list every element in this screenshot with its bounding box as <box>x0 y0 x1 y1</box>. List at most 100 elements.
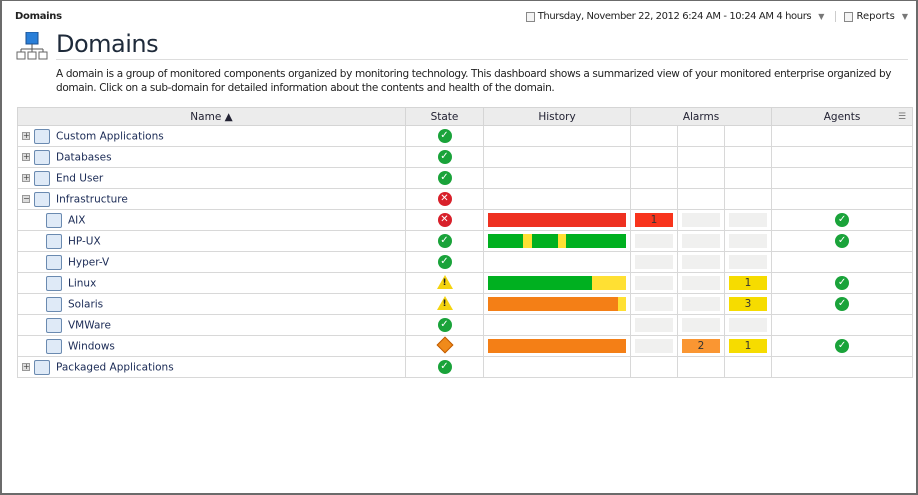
table-row[interactable]: VMWare ✓ <box>17 314 914 336</box>
history-bar <box>488 276 626 290</box>
column-options-icon[interactable]: ☰ <box>897 112 907 122</box>
alarm-count[interactable] <box>682 213 720 227</box>
history-bar <box>488 234 626 248</box>
name-cell[interactable]: Solaris <box>17 293 406 315</box>
domain-name[interactable]: Windows <box>68 340 115 352</box>
agent-ok-icon[interactable]: ✓ <box>835 297 850 311</box>
table-row[interactable]: + Custom Applications ✓ <box>17 125 914 147</box>
state-cell: ✓ <box>405 356 484 378</box>
agent-ok-icon[interactable]: ✓ <box>835 276 850 290</box>
history-cell <box>483 251 631 273</box>
clock-icon <box>525 11 535 22</box>
alarm-count[interactable] <box>682 234 720 248</box>
domain-name[interactable]: End User <box>56 172 104 184</box>
packaged-app-icon <box>34 359 50 375</box>
alarm-count[interactable] <box>682 276 720 290</box>
user-icon <box>34 170 50 186</box>
domain-name[interactable]: Infrastructure <box>56 193 128 205</box>
time-range-label: Thursday, November 22, 2012 6:24 AM - 10… <box>537 11 812 22</box>
name-cell[interactable]: VMWare <box>17 314 406 336</box>
domain-name[interactable]: AIX <box>68 214 86 226</box>
table-row[interactable]: + Packaged Applications ✓ <box>17 356 914 378</box>
history-bar <box>488 150 626 164</box>
alarm-cell: 2 <box>677 335 725 357</box>
agent-ok-icon[interactable]: ✓ <box>835 234 850 248</box>
name-cell[interactable]: Linux <box>17 272 406 294</box>
column-header-name[interactable]: Name ▲ <box>17 107 406 126</box>
alarm-cell <box>723 356 773 378</box>
state-ok-icon: ✓ <box>437 255 452 269</box>
alarm-count[interactable] <box>729 213 768 227</box>
alarm-count[interactable] <box>635 276 673 290</box>
alarm-count[interactable] <box>729 234 768 248</box>
name-cell[interactable]: Windows <box>17 335 406 357</box>
alarm-cell <box>723 188 773 210</box>
agents-cell <box>771 188 914 210</box>
alarm-count[interactable]: 3 <box>729 297 768 311</box>
alarm-count[interactable] <box>682 255 720 269</box>
column-header-state[interactable]: State <box>405 107 484 126</box>
domain-name[interactable]: Linux <box>68 277 97 289</box>
alarm-count[interactable]: 1 <box>729 339 768 353</box>
history-bar <box>488 339 626 353</box>
alarm-count[interactable] <box>729 255 768 269</box>
alarm-count[interactable]: 2 <box>682 339 720 353</box>
alarm-count[interactable] <box>635 255 673 269</box>
table-row[interactable]: AIX ✕ 1 ✓ <box>17 209 914 231</box>
domain-name[interactable]: Custom Applications <box>56 130 164 142</box>
alarm-count[interactable] <box>635 234 673 248</box>
agent-ok-icon[interactable]: ✓ <box>835 213 850 227</box>
domain-name[interactable]: Packaged Applications <box>56 361 174 373</box>
column-header-agents[interactable]: Agents ☰ <box>771 107 914 126</box>
table-row[interactable]: Hyper-V ✓ <box>17 251 914 273</box>
history-cell <box>483 314 631 336</box>
name-cell[interactable]: − Infrastructure <box>17 188 406 210</box>
table-row[interactable]: − Infrastructure ✕ <box>17 188 914 210</box>
table-row[interactable]: Linux! 1 ✓ <box>17 272 914 294</box>
expand-toggle[interactable]: + <box>22 362 30 371</box>
alarm-cell <box>630 335 678 357</box>
name-cell[interactable]: Hyper-V <box>17 251 406 273</box>
time-range-selector[interactable]: Thursday, November 22, 2012 6:24 AM - 10… <box>525 11 824 22</box>
history-bar <box>488 213 626 227</box>
alarm-count[interactable] <box>635 297 673 311</box>
alarm-count[interactable]: 1 <box>729 276 768 290</box>
name-cell[interactable]: + Packaged Applications <box>17 356 406 378</box>
expand-toggle[interactable]: + <box>22 152 30 161</box>
table-row[interactable]: HP-UX ✓ ✓ <box>17 230 914 252</box>
column-header-alarms[interactable]: Alarms <box>629 107 773 126</box>
alarm-count[interactable] <box>635 339 673 353</box>
state-fatal-icon: ✕ <box>437 213 452 227</box>
name-cell[interactable]: HP-UX <box>17 230 406 252</box>
expand-toggle[interactable]: − <box>22 194 30 203</box>
domain-name[interactable]: HP-UX <box>68 235 101 247</box>
table-row[interactable]: Solaris! 3 ✓ <box>17 293 914 315</box>
expand-toggle[interactable]: + <box>22 173 30 182</box>
domains-table: Name ▲ State History Alarms Agents ☰ + Cus… <box>17 107 914 378</box>
alarm-count[interactable] <box>635 318 673 332</box>
state-cell: ✓ <box>405 314 484 336</box>
alarm-count[interactable]: 1 <box>635 213 673 227</box>
domain-name[interactable]: Databases <box>56 151 112 163</box>
name-cell[interactable]: AIX <box>17 209 406 231</box>
state-ok-icon: ✓ <box>437 171 452 185</box>
agent-ok-icon[interactable]: ✓ <box>835 339 850 353</box>
custom-app-icon <box>34 128 50 144</box>
name-cell[interactable]: + Custom Applications <box>17 125 406 147</box>
alarm-cell <box>630 146 678 168</box>
alarm-count[interactable] <box>682 297 720 311</box>
alarm-count[interactable] <box>682 318 720 332</box>
state-cell: ✕ <box>405 188 484 210</box>
name-cell[interactable]: + End User <box>17 167 406 189</box>
expand-toggle[interactable]: + <box>22 131 30 140</box>
column-header-history[interactable]: History <box>483 107 631 126</box>
reports-button[interactable]: Reports ▼ <box>835 11 908 22</box>
domain-name[interactable]: Solaris <box>68 298 104 310</box>
domain-name[interactable]: Hyper-V <box>68 256 110 268</box>
domain-name[interactable]: VMWare <box>68 319 111 331</box>
name-cell[interactable]: + Databases <box>17 146 406 168</box>
table-row[interactable]: + Databases ✓ <box>17 146 914 168</box>
table-row[interactable]: + End User ✓ <box>17 167 914 189</box>
alarm-count[interactable] <box>729 318 768 332</box>
table-row[interactable]: Windows 2 1 ✓ <box>17 335 914 357</box>
